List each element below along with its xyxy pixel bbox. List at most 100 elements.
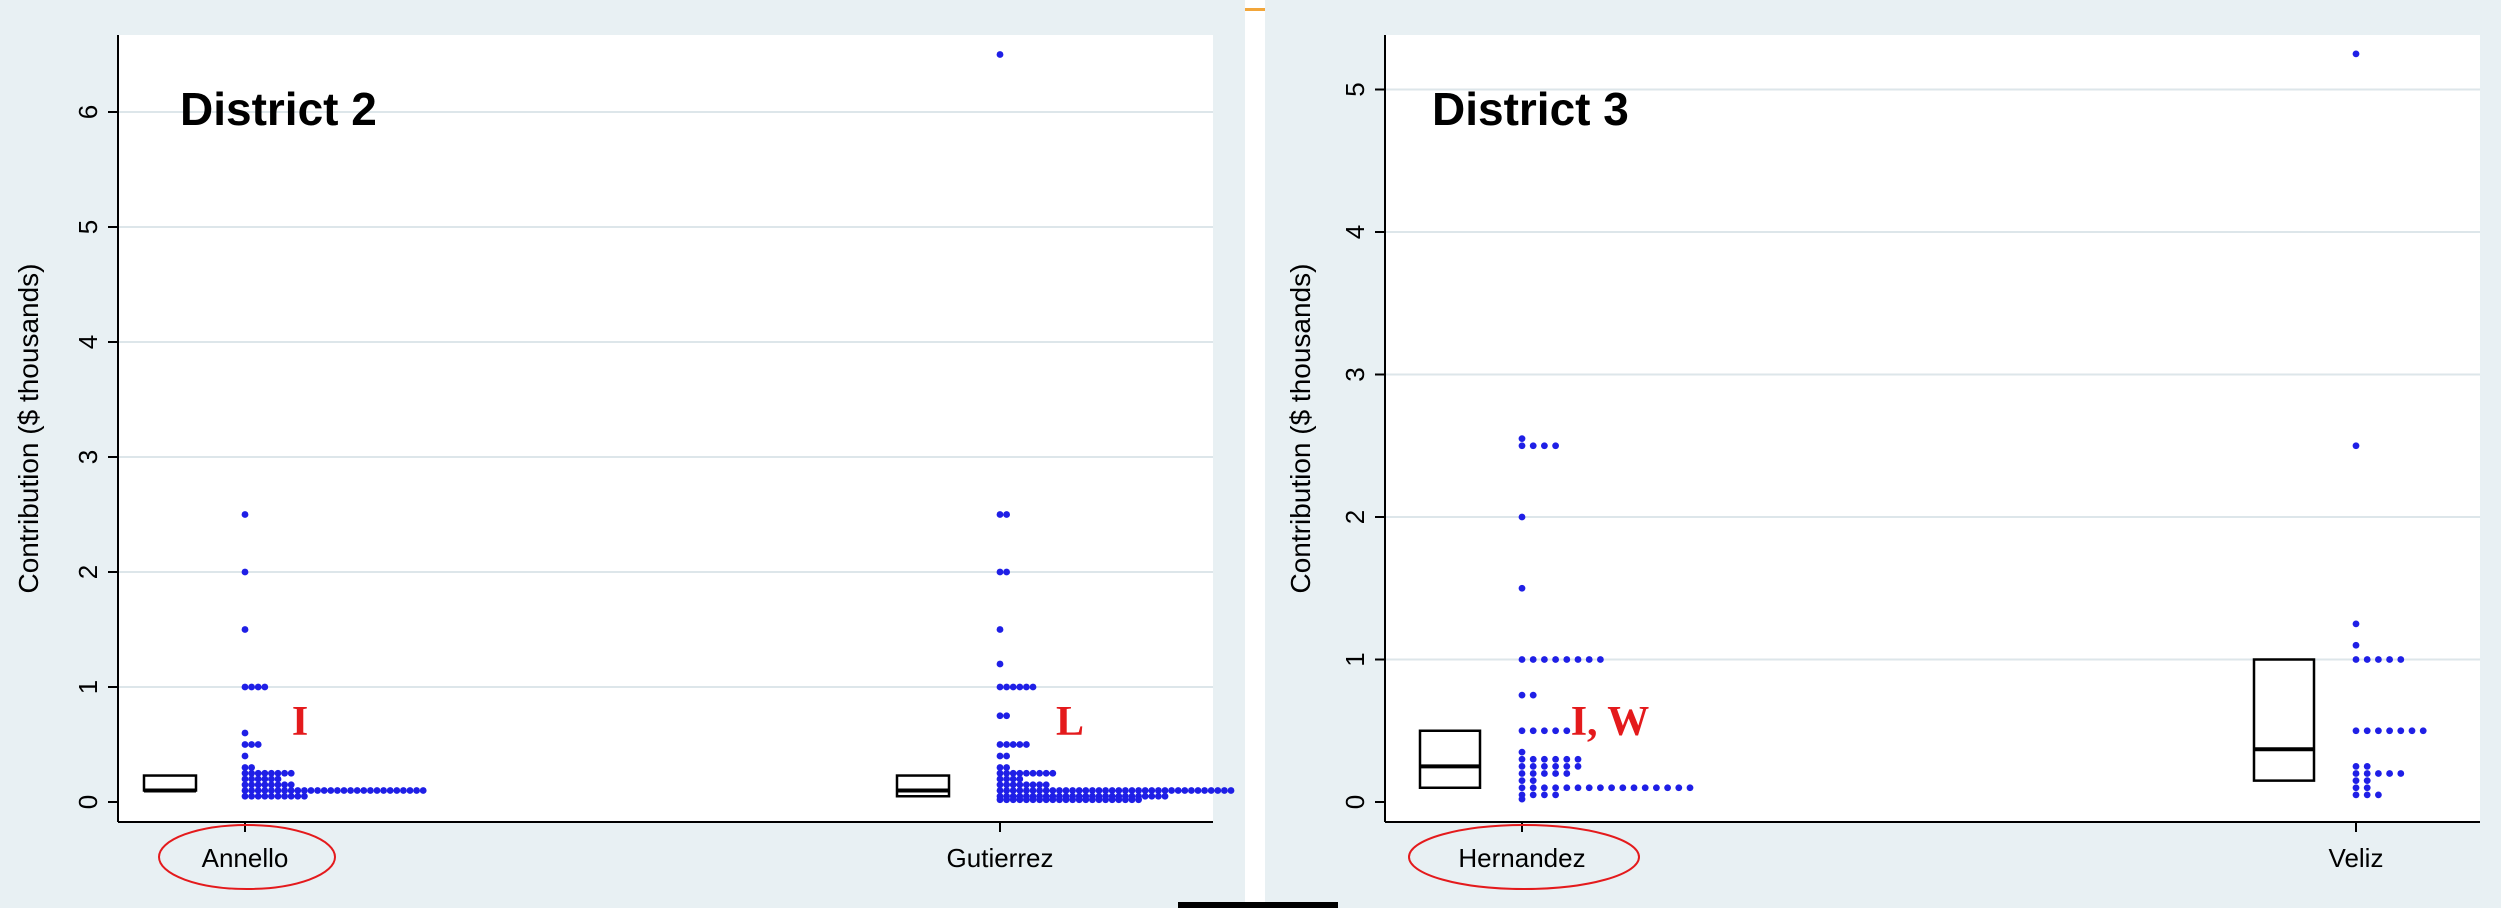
data-point — [1023, 787, 1030, 794]
data-point — [1518, 727, 1526, 735]
data-point — [1056, 787, 1063, 794]
data-point — [1221, 787, 1228, 794]
data-point — [1075, 796, 1083, 804]
data-point — [241, 511, 249, 518]
data-point — [268, 787, 275, 794]
data-point — [1563, 755, 1571, 763]
data-point — [996, 511, 1004, 518]
data-point — [1003, 741, 1010, 748]
data-point — [287, 787, 295, 794]
data-point — [1023, 796, 1030, 804]
data-point — [1016, 769, 1024, 777]
data-point — [996, 787, 1004, 794]
data-point — [1552, 755, 1559, 763]
data-point — [241, 792, 249, 800]
data-point — [268, 775, 275, 783]
data-point — [248, 769, 256, 777]
data-point — [2397, 656, 2405, 663]
data-point — [360, 787, 368, 794]
data-point — [1036, 781, 1043, 789]
data-point — [2386, 770, 2394, 777]
data-point — [1552, 770, 1559, 777]
data-point — [1155, 787, 1162, 794]
data-point — [1686, 784, 1694, 792]
data-point — [996, 796, 1004, 804]
data-point — [996, 764, 1004, 771]
y-axis-title: Contribution ($ thousands) — [1285, 264, 1316, 594]
data-point — [1214, 787, 1222, 794]
data-point — [314, 787, 321, 794]
data-point — [406, 787, 414, 794]
data-point — [1541, 762, 1548, 770]
data-point — [1155, 792, 1162, 800]
data-point — [274, 792, 282, 800]
y-tick-label: 4 — [1340, 225, 1370, 239]
y-tick-label: 1 — [1340, 652, 1370, 666]
data-point — [274, 775, 282, 783]
data-point — [1188, 787, 1195, 794]
data-point — [1529, 770, 1537, 777]
left-bottom-band — [0, 822, 1245, 908]
data-point — [248, 775, 256, 783]
data-point — [241, 781, 249, 789]
y-tick-label: 5 — [1340, 82, 1370, 96]
data-point — [248, 741, 256, 748]
right-side-band — [1265, 0, 1385, 908]
data-point — [2352, 784, 2360, 792]
data-point — [1102, 787, 1109, 794]
data-point — [320, 787, 328, 794]
divider-strip — [1245, 0, 1265, 908]
right-margin-band — [1265, 0, 2501, 35]
data-point — [1518, 442, 1526, 450]
data-point — [1541, 656, 1548, 663]
data-point — [1563, 784, 1571, 792]
panel-1: 0 1 2 3 4 5 6 Contribution ($ thousands) Distric… — [13, 35, 1235, 890]
data-point — [241, 769, 249, 777]
data-point — [1563, 770, 1571, 777]
data-point — [1619, 784, 1627, 792]
data-point — [261, 787, 269, 794]
data-point — [334, 787, 341, 794]
data-point — [2386, 656, 2394, 663]
data-point — [1029, 787, 1037, 794]
data-point — [1541, 784, 1548, 792]
data-point — [307, 787, 315, 794]
data-point — [1036, 787, 1043, 794]
data-point — [241, 764, 249, 771]
data-point — [1161, 792, 1169, 800]
data-point — [380, 787, 387, 794]
data-point — [996, 769, 1004, 777]
y-tick-label: 3 — [1340, 367, 1370, 381]
data-point — [287, 792, 295, 800]
data-point — [254, 792, 262, 800]
data-point — [268, 781, 275, 789]
data-point — [1023, 741, 1030, 748]
data-point — [1003, 787, 1010, 794]
data-point — [1042, 769, 1050, 777]
data-point — [996, 712, 1004, 720]
data-point — [1082, 787, 1090, 794]
data-point — [367, 787, 374, 794]
data-point — [1518, 748, 1526, 756]
data-point — [1135, 796, 1142, 804]
x-tick-label: Annello — [202, 843, 289, 873]
data-point — [1518, 784, 1526, 792]
y-tick-label: 2 — [73, 565, 103, 579]
data-point — [1563, 727, 1571, 735]
data-point — [1664, 784, 1671, 792]
data-point — [1089, 796, 1096, 804]
data-point — [1518, 435, 1526, 443]
data-point — [2408, 727, 2416, 735]
data-point — [1069, 787, 1076, 794]
data-point — [1023, 683, 1030, 691]
data-point — [1518, 777, 1526, 785]
data-point — [281, 769, 288, 777]
data-point — [1608, 784, 1615, 792]
panel-2: 0 1 2 3 4 5 Contribution ($ thousands) District… — [1285, 35, 2480, 890]
data-point — [1630, 784, 1638, 792]
data-point — [1641, 784, 1649, 792]
data-point — [281, 787, 288, 794]
data-point — [1552, 656, 1559, 663]
data-point — [254, 787, 262, 794]
